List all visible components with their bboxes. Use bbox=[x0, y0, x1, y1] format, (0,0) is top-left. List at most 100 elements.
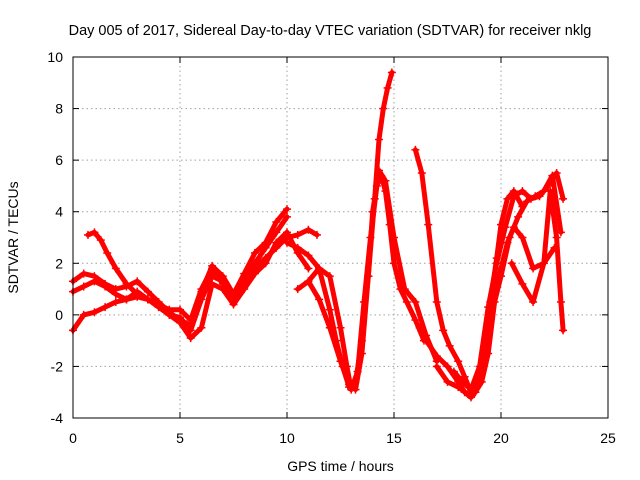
data-point bbox=[197, 323, 206, 332]
data-point bbox=[400, 285, 409, 294]
data-point bbox=[90, 308, 99, 317]
data-point bbox=[424, 220, 433, 229]
data-point bbox=[325, 272, 334, 281]
data-point bbox=[272, 228, 281, 237]
y-tick-label: -2 bbox=[51, 358, 64, 374]
data-point bbox=[454, 357, 463, 366]
data-point bbox=[325, 323, 334, 332]
data-point bbox=[165, 305, 174, 314]
data-point bbox=[79, 310, 88, 319]
data-point bbox=[229, 295, 238, 304]
y-tick-label: 0 bbox=[55, 307, 63, 323]
data-point bbox=[402, 297, 411, 306]
data-point bbox=[240, 279, 249, 288]
x-tick-label: 25 bbox=[600, 430, 616, 446]
series-track bbox=[85, 227, 320, 323]
data-point bbox=[336, 323, 345, 332]
data-point bbox=[475, 362, 484, 371]
data-point bbox=[445, 341, 454, 350]
data-point bbox=[526, 194, 535, 203]
data-point bbox=[283, 212, 291, 221]
x-tick-label: 0 bbox=[69, 430, 77, 446]
data-point bbox=[111, 290, 120, 299]
data-point bbox=[529, 264, 538, 273]
data-point bbox=[351, 385, 360, 394]
data-point bbox=[467, 385, 476, 394]
data-point bbox=[90, 277, 99, 286]
data-point bbox=[186, 334, 195, 343]
data-point bbox=[83, 230, 92, 239]
data-point bbox=[514, 212, 523, 221]
data-point bbox=[522, 197, 531, 206]
data-point bbox=[293, 243, 302, 252]
data-point bbox=[464, 390, 473, 399]
data-point bbox=[293, 230, 302, 239]
x-tick-label: 10 bbox=[279, 430, 295, 446]
data-point bbox=[387, 68, 396, 77]
data-point bbox=[460, 372, 469, 381]
x-tick-label: 15 bbox=[386, 430, 402, 446]
data-point bbox=[529, 297, 538, 306]
data-point bbox=[439, 326, 448, 335]
y-tick-label: 6 bbox=[55, 152, 63, 168]
data-point bbox=[552, 233, 561, 242]
data-point bbox=[484, 303, 493, 312]
data-point bbox=[379, 104, 388, 113]
data-point bbox=[101, 303, 110, 312]
data-point bbox=[518, 279, 527, 288]
data-series-7 bbox=[304, 166, 441, 394]
plot-frame bbox=[72, 56, 609, 419]
data-point bbox=[90, 228, 99, 237]
series-track bbox=[305, 168, 440, 393]
data-point bbox=[208, 279, 217, 288]
data-point bbox=[546, 187, 555, 196]
data-point bbox=[143, 287, 152, 296]
data-point bbox=[111, 297, 120, 306]
data-point bbox=[375, 166, 384, 175]
data-point bbox=[518, 187, 527, 196]
data-point bbox=[208, 264, 217, 273]
data-point bbox=[283, 238, 291, 247]
data-point bbox=[417, 169, 426, 178]
data-point bbox=[368, 207, 377, 216]
data-point bbox=[345, 380, 354, 389]
data-point bbox=[501, 223, 510, 232]
data-point bbox=[143, 295, 152, 304]
y-tick-label: -4 bbox=[51, 410, 64, 426]
data-point bbox=[325, 305, 334, 314]
data-point bbox=[544, 181, 553, 190]
data-point bbox=[471, 388, 480, 397]
data-point bbox=[492, 259, 501, 268]
data-point bbox=[381, 176, 390, 185]
data-point bbox=[422, 336, 431, 345]
x-tick-label: 20 bbox=[493, 430, 509, 446]
data-point bbox=[79, 282, 88, 291]
data-point bbox=[415, 323, 424, 332]
data-point bbox=[458, 377, 467, 386]
data-point bbox=[176, 305, 184, 314]
data-point bbox=[503, 194, 512, 203]
data-point bbox=[79, 269, 88, 278]
data-point bbox=[518, 233, 527, 242]
series-track bbox=[412, 147, 525, 395]
data-point bbox=[449, 367, 458, 376]
data-point bbox=[432, 297, 441, 306]
data-point bbox=[272, 218, 281, 227]
data-points bbox=[69, 68, 568, 402]
data-point bbox=[304, 251, 313, 260]
data-point bbox=[375, 135, 384, 144]
data-point bbox=[186, 316, 195, 325]
data-point bbox=[390, 233, 398, 242]
y-tick-label: 10 bbox=[47, 49, 63, 65]
data-point bbox=[357, 349, 366, 358]
data-point bbox=[484, 349, 493, 358]
data-point bbox=[122, 295, 131, 304]
data-point bbox=[312, 230, 321, 239]
data-point bbox=[559, 194, 568, 203]
data-series-8 bbox=[411, 145, 527, 397]
data-point bbox=[122, 279, 131, 288]
series-track bbox=[451, 170, 566, 393]
data-series-11 bbox=[449, 169, 568, 394]
